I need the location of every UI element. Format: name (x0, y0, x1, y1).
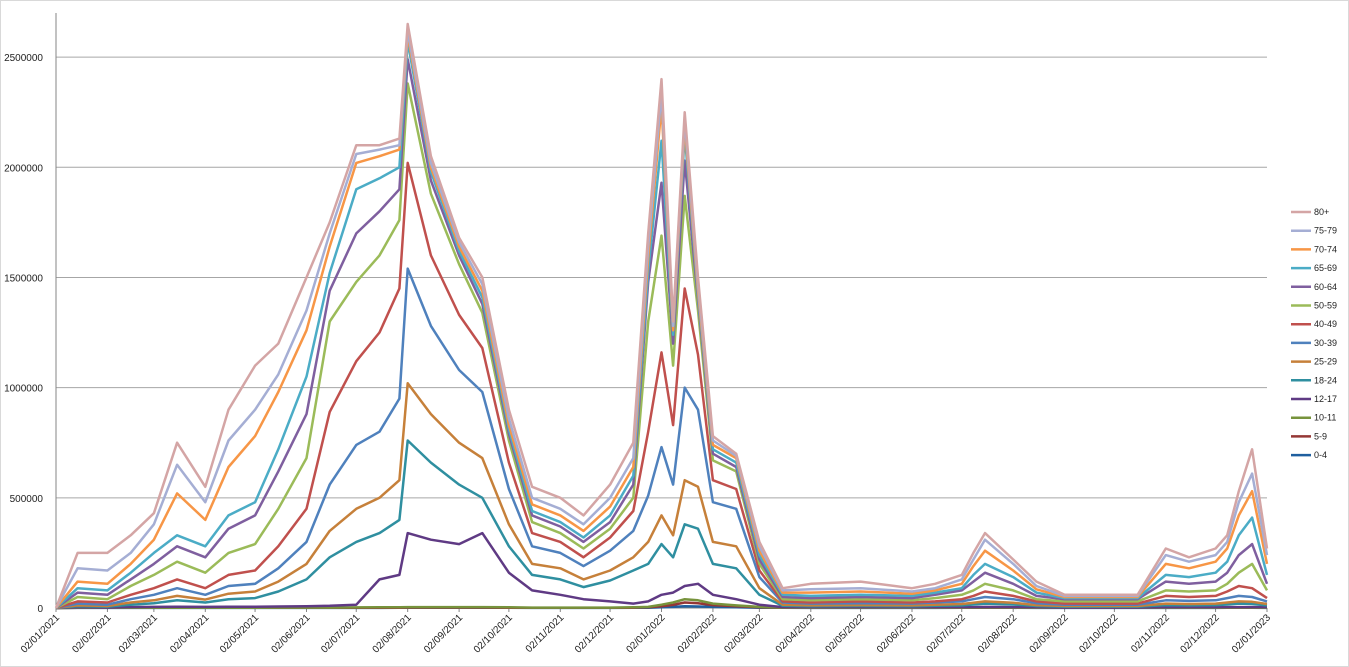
x-tick-label: 02/11/2021 (524, 612, 567, 655)
series-line-40-49 (55, 161, 1268, 610)
legend-label: 30-39 (1314, 338, 1337, 348)
legend-label: 50-59 (1314, 301, 1337, 311)
x-tick-label: 02/01/2022 (624, 612, 667, 655)
y-tick-label: 1000000 (4, 384, 43, 395)
y-axis-tick-labels: 0 500000 1000000 1500000 2000000 2500000 (4, 53, 43, 615)
x-tick-label: 02/09/2022 (1028, 612, 1071, 655)
x-tick-label: 02/02/2022 (676, 612, 719, 655)
legend-label: 18-24 (1314, 375, 1337, 385)
y-tick-label: 2500000 (4, 53, 43, 64)
legend-label: 5-9 (1314, 431, 1327, 441)
x-tick-label: 02/09/2021 (422, 612, 465, 655)
legend-label: 12-17 (1314, 394, 1337, 404)
y-tick-label: 1500000 (4, 273, 43, 284)
x-tick-label: 02/05/2022 (824, 612, 867, 655)
x-tick-label: 02/06/2021 (269, 612, 312, 655)
y-tick-label: 0 (37, 604, 43, 615)
x-tick-label: 02/08/2021 (371, 612, 414, 655)
x-tick-label: 02/12/2021 (573, 612, 616, 655)
legend-label: 70-74 (1314, 244, 1337, 254)
x-tick-label: 02/12/2022 (1179, 612, 1222, 655)
legend-label: 0-4 (1314, 450, 1327, 460)
y-tick-label: 2000000 (4, 163, 43, 174)
x-tick-label: 02/06/2022 (875, 612, 918, 655)
series-line-30-39 (55, 267, 1268, 610)
x-tick-label: 02/01/2023 (1230, 612, 1273, 655)
legend-label: 60-64 (1314, 282, 1337, 292)
x-tick-label: 02/07/2021 (319, 612, 362, 655)
x-tick-label: 02/05/2021 (218, 612, 261, 655)
series-line-80plus (54, 22, 1269, 609)
series-line-25-29 (55, 381, 1268, 610)
series-lines (54, 22, 1269, 610)
x-axis-tick-labels: 02/01/2021 02/02/2021 02/03/2021 02/04/2021… (19, 612, 1273, 655)
x-tick-label: 02/10/2022 (1077, 612, 1120, 655)
series-line-70-74 (55, 33, 1269, 609)
x-tick-label: 02/01/2021 (19, 612, 62, 655)
legend-label: 80+ (1314, 207, 1329, 217)
series-line-50-59 (55, 82, 1269, 610)
series-line-75-79 (54, 29, 1269, 609)
legend: 80+ 75-79 70-74 65-69 60-64 50-59 40-49 30-39 25… (1291, 207, 1337, 460)
x-tick-label: 02/11/2022 (1129, 612, 1172, 655)
legend-label: 65-69 (1314, 263, 1337, 273)
x-tick-label: 02/04/2021 (168, 612, 211, 655)
gridlines (56, 56, 1267, 499)
legend-label: 40-49 (1314, 319, 1337, 329)
x-tick-label: 02/10/2021 (472, 612, 515, 655)
x-tick-label: 02/07/2022 (925, 612, 968, 655)
x-tick-label: 02/03/2022 (722, 612, 765, 655)
x-tick-label: 02/03/2021 (117, 612, 160, 655)
x-tick-label: 02/04/2022 (774, 612, 817, 655)
legend-label: 25-29 (1314, 357, 1337, 367)
legend-label: 10-11 (1314, 413, 1336, 423)
x-tick-label: 02/08/2022 (976, 612, 1019, 655)
y-tick-label: 500000 (10, 494, 44, 505)
legend-label: 75-79 (1314, 226, 1337, 236)
x-tick-label: 02/02/2021 (70, 612, 113, 655)
